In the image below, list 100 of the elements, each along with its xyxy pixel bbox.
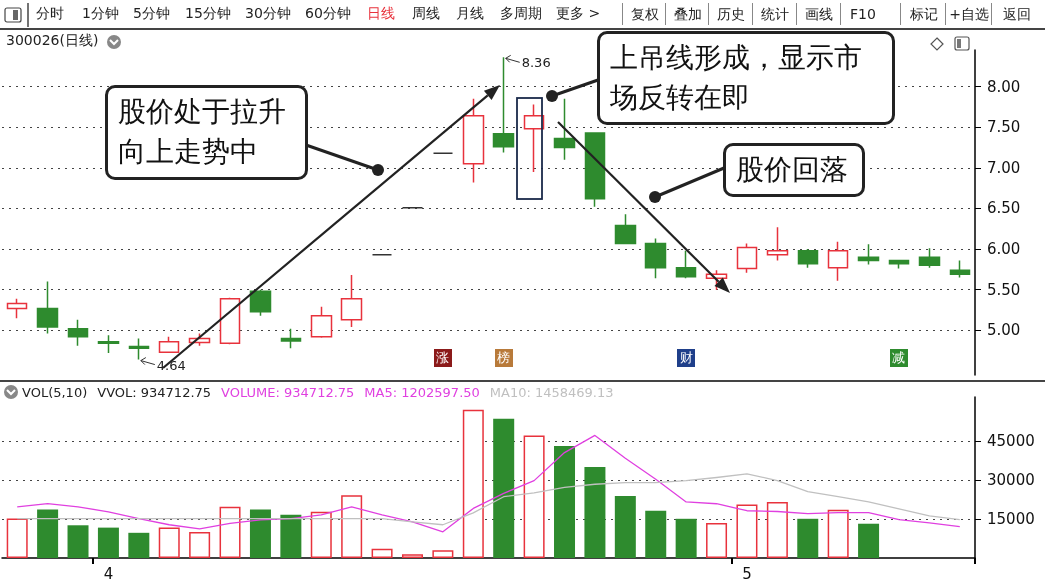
text: 1分钟 <box>82 5 119 23</box>
bar <box>523 435 545 558</box>
candlestick <box>553 98 576 161</box>
bar <box>371 548 393 558</box>
text: 标记 <box>900 3 946 25</box>
text: 统计 <box>752 3 797 25</box>
text: 更多 > <box>556 5 601 23</box>
candlestick <box>36 280 59 335</box>
candlestick <box>918 247 941 269</box>
annotation: 上吊线形成，显示市场反转在即 <box>597 31 895 125</box>
line-series <box>16 434 961 533</box>
y-tick-label: 7.00 <box>987 158 1021 177</box>
bar <box>827 509 849 558</box>
candlestick <box>766 226 789 262</box>
bar <box>614 495 636 558</box>
annotation: VOL(5,10) <box>22 385 88 400</box>
text: 分时 <box>36 5 64 23</box>
candlestick <box>949 259 971 279</box>
bar <box>158 527 180 558</box>
text: +自选 <box>945 3 992 25</box>
candlestick <box>340 274 363 328</box>
y-tick-label: 6.50 <box>987 199 1021 218</box>
y-tick-label: 5.00 <box>987 321 1021 340</box>
candlestick <box>644 237 667 280</box>
y-tick-label: 7.50 <box>987 118 1021 137</box>
text: 返回 <box>991 3 1042 25</box>
candlestick <box>614 213 637 245</box>
candlestick <box>523 103 545 173</box>
text: 画线 <box>796 3 841 25</box>
bar <box>797 518 819 558</box>
candlestick <box>675 249 697 280</box>
bar <box>554 446 576 558</box>
candlestick <box>584 132 606 208</box>
bar <box>462 409 484 558</box>
bar <box>310 511 332 558</box>
text: 60分钟 <box>305 5 351 23</box>
text: MA5: 1202597.50 <box>364 385 480 400</box>
annotation: 财 <box>677 349 696 367</box>
annotation: 股价处于拉升向上走势中 <box>105 85 308 180</box>
text: 5分钟 <box>133 5 170 23</box>
bar <box>584 467 606 558</box>
bar <box>189 532 211 558</box>
candlestick <box>97 334 120 354</box>
y-tick-label: 15000 <box>987 510 1035 529</box>
bar <box>6 518 28 558</box>
candlestick <box>797 248 819 269</box>
bar <box>493 418 515 558</box>
text: MA10: 1458469.13 <box>489 385 614 400</box>
text: 多周期 <box>500 5 542 23</box>
candlestick <box>6 297 28 319</box>
bar <box>675 518 697 558</box>
bar <box>401 554 423 558</box>
candlestick <box>462 98 485 184</box>
text: 复权 <box>622 3 666 25</box>
annotation: 8.36 <box>521 55 551 71</box>
y-tick-label: 6.00 <box>987 240 1021 259</box>
candlestick <box>827 241 849 282</box>
candlestick <box>158 336 180 354</box>
bar <box>128 532 150 558</box>
bar <box>341 495 363 558</box>
text: 周线 <box>412 5 440 23</box>
candlestick <box>67 319 89 347</box>
bar <box>67 525 89 558</box>
bar <box>706 522 728 558</box>
text: 30分钟 <box>245 5 291 23</box>
bar <box>766 501 788 558</box>
text: 月线 <box>456 5 484 23</box>
annotation: 榜 <box>494 349 513 367</box>
bar <box>37 509 59 558</box>
bar <box>249 509 271 558</box>
text: 叠加 <box>665 3 709 25</box>
bar <box>858 523 880 558</box>
bar <box>645 510 667 558</box>
line-series <box>16 473 961 526</box>
text: 日线 <box>367 5 395 23</box>
candlestick <box>280 327 302 349</box>
bar <box>280 514 302 558</box>
annotation: VVOL: 934712.75 <box>97 385 212 400</box>
bar <box>736 504 758 558</box>
text: 15分钟 <box>185 5 231 23</box>
x-tick-label: 5 <box>742 564 752 583</box>
bar <box>432 550 454 558</box>
annotation: VOLUME: 934712.75 <box>221 385 355 400</box>
annotation: 减 <box>889 349 908 367</box>
annotation: 涨 <box>433 349 452 367</box>
y-tick-label: 45000 <box>987 432 1035 451</box>
annotation: 股价回落 <box>723 143 865 197</box>
candlestick <box>249 288 272 317</box>
y-tick-label: 30000 <box>987 471 1035 490</box>
x-tick-label: 4 <box>103 564 114 583</box>
text: F10 <box>840 3 885 25</box>
bar <box>219 506 241 558</box>
y-tick-label: 5.50 <box>987 280 1021 299</box>
chart-title: 300026(日线) <box>6 32 99 50</box>
candlestick <box>310 306 333 339</box>
bar <box>97 527 119 558</box>
candlestick <box>219 297 241 345</box>
text: 历史 <box>708 3 753 25</box>
candlestick <box>128 337 150 361</box>
candlestick <box>857 243 880 266</box>
